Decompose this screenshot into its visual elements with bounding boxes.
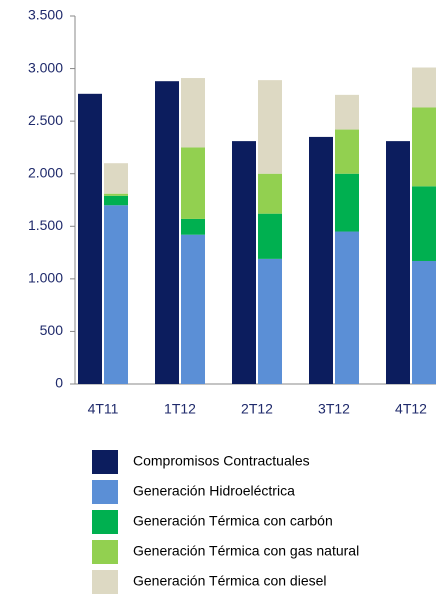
bar — [412, 67, 436, 108]
bar — [232, 141, 256, 384]
y-tick-label: 1.000 — [28, 270, 63, 286]
bar — [104, 205, 128, 384]
legend-swatch — [92, 480, 118, 504]
y-tick-label: 3.500 — [28, 7, 63, 23]
x-tick-label: 4T11 — [88, 401, 119, 417]
y-tick-label: 2.000 — [28, 164, 63, 180]
y-tick-label: 3.000 — [28, 59, 63, 75]
bar — [335, 94, 359, 130]
bar — [335, 173, 359, 232]
bar — [258, 80, 282, 174]
legend-label: Generación Térmica con carbón — [133, 513, 333, 529]
bar — [386, 141, 410, 384]
legend-label: Generación Térmica con diesel — [133, 573, 327, 589]
x-tick-label: 4T12 — [395, 401, 427, 417]
bar — [181, 78, 205, 148]
bar — [412, 107, 436, 187]
bar — [412, 260, 436, 384]
legend-swatch — [92, 450, 118, 474]
y-tick-label: 1.500 — [28, 217, 63, 233]
bar — [335, 129, 359, 174]
bar — [335, 231, 359, 384]
legend-swatch — [92, 540, 118, 564]
legend-swatch — [92, 570, 118, 594]
bar — [258, 213, 282, 259]
y-tick-label: 0 — [55, 375, 63, 391]
bar — [258, 173, 282, 214]
legend-swatch — [92, 510, 118, 534]
x-tick-label: 1T12 — [164, 401, 196, 417]
bar — [104, 193, 128, 196]
x-tick-label: 2T12 — [241, 401, 273, 417]
y-tick-label: 500 — [40, 322, 64, 338]
bar — [181, 218, 205, 235]
bar — [155, 81, 179, 384]
bar — [104, 195, 128, 206]
legend-label: Generación Térmica con gas natural — [133, 543, 359, 559]
legend-label: Generación Hidroeléctrica — [133, 483, 295, 499]
y-tick-label: 2.500 — [28, 112, 63, 128]
bar — [181, 234, 205, 384]
bar — [104, 163, 128, 194]
bar — [78, 93, 102, 384]
bar — [412, 186, 436, 261]
legend-label: Compromisos Contractuales — [133, 453, 310, 469]
bar — [309, 136, 333, 384]
bar — [181, 147, 205, 219]
bar — [258, 258, 282, 384]
x-tick-label: 3T12 — [318, 401, 350, 417]
